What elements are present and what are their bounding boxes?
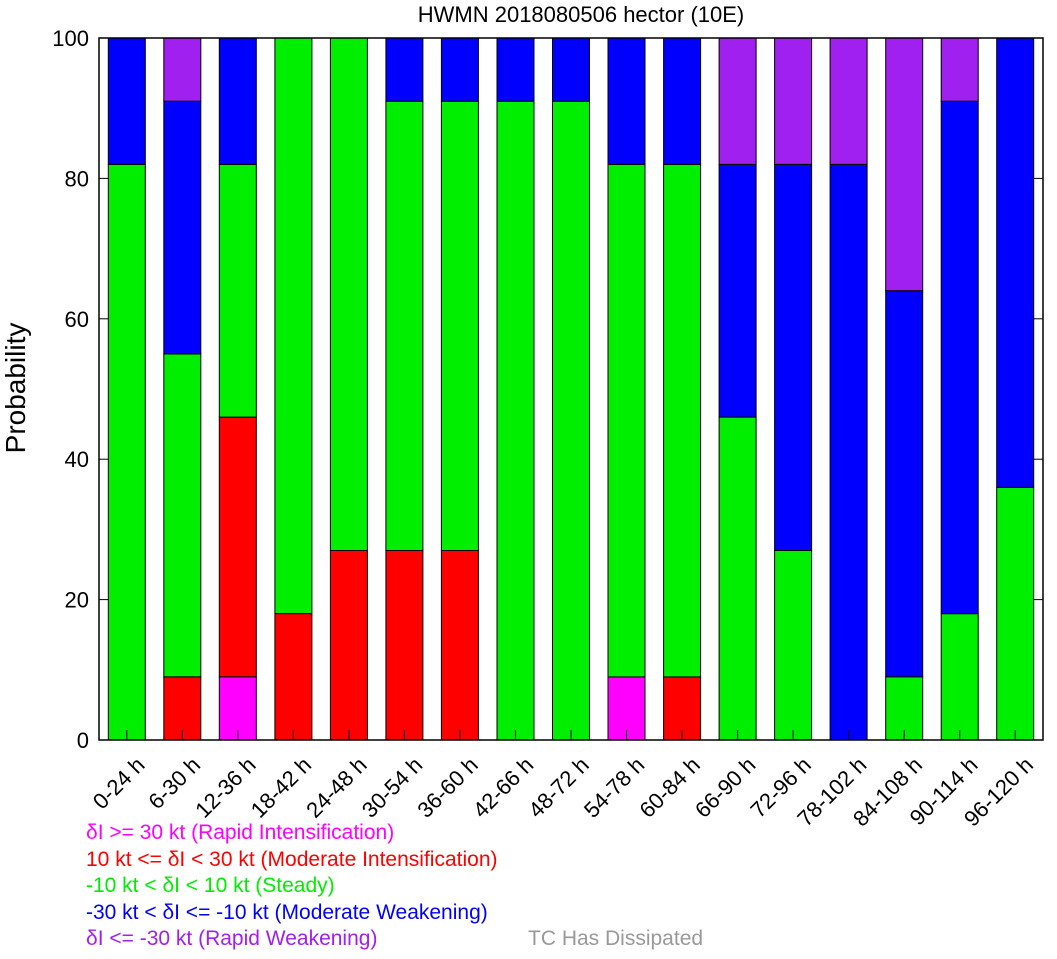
y-tick-label-0: 0: [77, 728, 89, 753]
y-tick-label-3: 60: [65, 307, 89, 332]
bar-segment-steady-15: [940, 613, 979, 741]
bar-segment-mw-14: [885, 290, 924, 678]
bar-segment-mw-15: [940, 100, 979, 615]
legend-steady: -10 kt < δI < 10 kt (Steady): [86, 874, 335, 897]
legend-tc-dissipated: TC Has Dissipated: [528, 927, 704, 950]
bar-segment-rw-14: [885, 37, 924, 292]
y-axis-label: Probability: [0, 323, 31, 454]
bar-segment-rw-12: [774, 37, 813, 165]
bar-segment-rw-13: [829, 37, 868, 165]
legend: δI >= 30 kt (Rapid Intensification) 10 k…: [86, 820, 498, 953]
bar-segment-steady-9: [607, 163, 646, 678]
bar-segment-steady-0: [107, 163, 146, 741]
legend-rapid-intensification: δI >= 30 kt (Rapid Intensification): [86, 821, 395, 844]
x-tick-label-11: 66-90 h: [690, 752, 760, 822]
x-tick-label-2: 12-36 h: [190, 752, 260, 822]
bar-segment-mw-0: [107, 37, 146, 165]
x-tick-label-10: 60-84 h: [634, 752, 704, 822]
bar-segment-steady-5: [385, 100, 424, 551]
bar-segment-mw-9: [607, 37, 646, 165]
bar-segment-steady-11: [718, 416, 757, 741]
x-tick-label-5: 30-54 h: [357, 752, 427, 822]
bar-segment-steady-10: [663, 163, 702, 678]
x-tick-label-9: 54-78 h: [579, 752, 649, 822]
x-tick-label-0: 0-24 h: [88, 752, 150, 814]
y-tick-label-2: 40: [65, 447, 89, 472]
bar-segment-rw-11: [718, 37, 757, 165]
bar-segment-mi-3: [274, 613, 313, 741]
chart-title: HWMN 2018080506 hector (10E): [418, 2, 745, 27]
bar-segment-mw-13: [829, 163, 868, 741]
bar-segment-steady-12: [774, 550, 813, 741]
bar-segment-steady-2: [218, 163, 257, 418]
x-tick-label-3: 18-42 h: [246, 752, 316, 822]
legend-moderate-intensification: 10 kt <= δI < 30 kt (Moderate Intensific…: [86, 847, 498, 871]
bar-segment-steady-3: [274, 37, 313, 615]
bar-segment-mi-1: [163, 676, 202, 741]
bar-segment-mi-4: [329, 550, 368, 741]
bar-segment-mw-1: [163, 100, 202, 355]
y-tick-label-5: 100: [52, 26, 89, 51]
bar-segment-mi-6: [440, 550, 479, 741]
bar-segment-steady-16: [996, 486, 1035, 741]
x-tick-label-6: 36-60 h: [412, 752, 482, 822]
bar-segment-mi-5: [385, 550, 424, 741]
bar-segment-mw-5: [385, 37, 424, 102]
x-tick-label-8: 48-72 h: [523, 752, 593, 822]
bar-segment-steady-6: [440, 100, 479, 551]
bar-segment-mw-11: [718, 163, 757, 418]
x-tick-label-7: 42-66 h: [468, 752, 538, 822]
y-tick-label-1: 20: [65, 588, 89, 613]
bar-segment-mw-12: [774, 163, 813, 551]
bar-segment-mw-10: [663, 37, 702, 165]
bar-segment-steady-4: [329, 37, 368, 551]
legend-moderate-weakening: -30 kt < δI <= -10 kt (Moderate Weakenin…: [86, 900, 488, 924]
bar-segment-rw-1: [163, 37, 202, 102]
bar-segment-mw-2: [218, 37, 257, 165]
bar-segment-mw-6: [440, 37, 479, 102]
x-tick-label-4: 24-48 h: [301, 752, 371, 822]
bar-segment-rw-15: [940, 37, 979, 102]
legend-rapid-weakening: δI <= -30 kt (Rapid Weakening): [86, 927, 378, 950]
bar-segment-mi-10: [663, 676, 702, 741]
bar-segment-steady-1: [163, 353, 202, 678]
bar-segment-steady-8: [552, 100, 590, 741]
bar-segment-mw-7: [496, 37, 535, 102]
bars-group: [107, 37, 1035, 741]
bar-segment-mw-8: [552, 37, 590, 102]
bar-segment-mi-2: [218, 416, 257, 678]
bar-segment-steady-7: [496, 100, 535, 741]
bar-segment-ri-2: [218, 676, 257, 741]
y-tick-label-4: 80: [65, 166, 89, 191]
bar-segment-mw-16: [996, 37, 1035, 488]
